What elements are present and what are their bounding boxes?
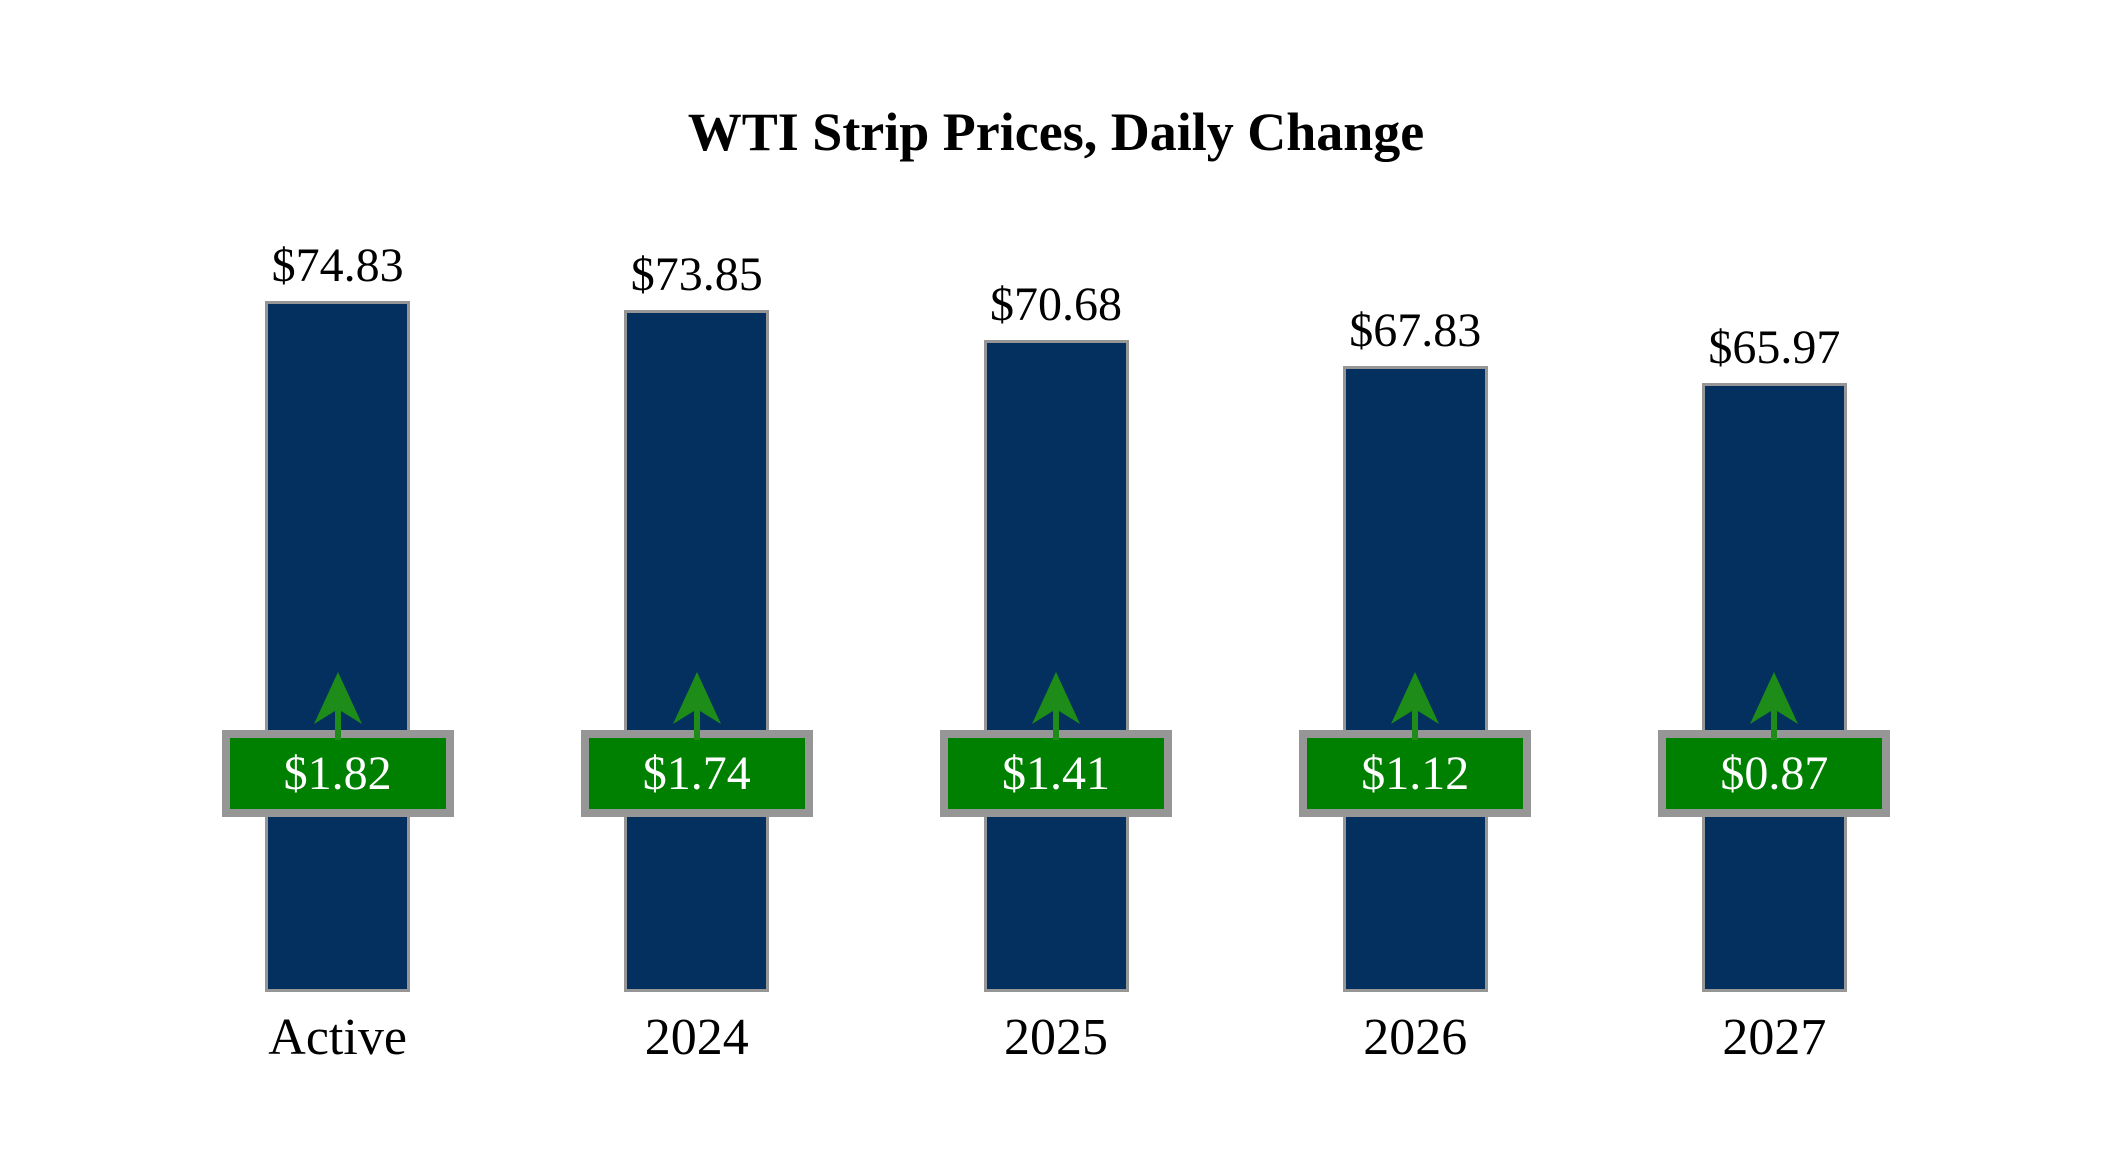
change-value: $1.41 xyxy=(1002,747,1110,800)
x-axis-labels: Active 2024 2025 2026 2027 xyxy=(158,1008,1954,1068)
price-label: $65.97 xyxy=(1708,320,1841,374)
change-badge: $1.74 xyxy=(580,730,813,817)
change-value: $1.74 xyxy=(642,747,751,800)
bar-column-2025: $70.68 $1.41 xyxy=(876,0,1235,992)
up-arrow-icon xyxy=(672,672,721,740)
axis-label-active: Active xyxy=(268,1009,407,1066)
price-bar xyxy=(265,301,411,992)
change-badge: $0.87 xyxy=(1658,730,1891,817)
axis-label-2025: 2025 xyxy=(1004,1009,1108,1066)
change-badge: $1.12 xyxy=(1299,730,1532,817)
price-bar xyxy=(624,310,770,992)
axis-label-2024: 2024 xyxy=(644,1009,749,1066)
up-arrow-icon xyxy=(1032,672,1080,740)
change-badge: $1.41 xyxy=(940,730,1172,817)
price-label: $70.68 xyxy=(990,277,1122,331)
price-bar xyxy=(983,340,1129,992)
change-value: $1.82 xyxy=(283,747,392,800)
price-label: $74.83 xyxy=(271,238,404,292)
up-arrow-icon xyxy=(1391,672,1440,740)
change-value: $0.87 xyxy=(1720,747,1829,800)
price-label: $67.83 xyxy=(1349,303,1482,357)
plot-area: $74.83 $1.82 $73.85 $1.74 $70.68 xyxy=(158,0,1954,992)
bar-column-2024: $73.85 $1.74 xyxy=(517,0,876,992)
bar-column-2027: $65.97 $0.87 xyxy=(1595,0,1954,992)
change-badge: $1.82 xyxy=(221,730,454,817)
axis-label-2027: 2027 xyxy=(1722,1009,1827,1066)
chart-title: WTI Strip Prices, Daily Change xyxy=(687,102,1425,162)
change-value: $1.12 xyxy=(1361,747,1470,800)
bar-column-2026: $67.83 $1.12 xyxy=(1236,0,1595,992)
bar-column-active: $74.83 $1.82 xyxy=(158,0,517,992)
up-arrow-icon xyxy=(313,672,362,740)
up-arrow-icon xyxy=(1750,672,1799,740)
price-label: $73.85 xyxy=(630,247,763,301)
axis-label-2026: 2026 xyxy=(1363,1009,1468,1066)
